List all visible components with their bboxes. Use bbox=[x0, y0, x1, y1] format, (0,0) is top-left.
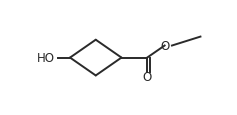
Text: O: O bbox=[160, 40, 169, 53]
Text: HO: HO bbox=[37, 52, 55, 65]
Text: O: O bbox=[142, 71, 152, 84]
